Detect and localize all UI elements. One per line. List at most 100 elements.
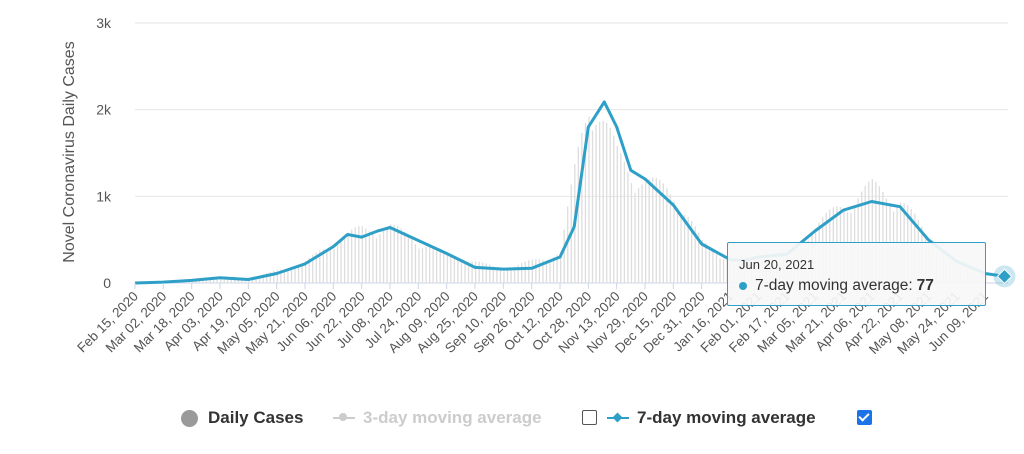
daily-case-bar: [652, 178, 653, 283]
daily-case-bar: [705, 243, 706, 283]
daily-case-bar: [461, 263, 462, 283]
daily-case-bar: [383, 230, 384, 283]
daily-case-bar: [337, 244, 338, 283]
daily-case-bar: [209, 280, 210, 283]
daily-case-bar: [457, 260, 458, 283]
daily-case-bar: [595, 125, 596, 283]
legend-item-7-day-average[interactable]: 7-day moving average: [607, 403, 816, 433]
tooltip: Jun 20, 2021 7-day moving average: 77: [727, 242, 986, 306]
y-tick-label: 0: [103, 275, 111, 291]
daily-case-bar: [525, 261, 526, 283]
daily-case-bar: [287, 270, 288, 283]
daily-case-bar: [539, 259, 540, 283]
daily-case-bar: [369, 231, 370, 283]
daily-case-bar: [617, 146, 618, 283]
daily-case-bar: [425, 247, 426, 283]
daily-case-bar: [418, 248, 419, 283]
daily-case-bar: [719, 258, 720, 283]
daily-case-bar: [422, 248, 423, 283]
daily-case-bar: [677, 213, 678, 283]
daily-case-bar: [432, 247, 433, 283]
daily-case-bar: [581, 133, 582, 283]
daily-case-bar: [404, 232, 405, 283]
daily-case-bar: [592, 131, 593, 283]
y-axis-ticks: 0 1k 2k 3k: [96, 15, 112, 291]
daily-case-bar: [330, 249, 331, 283]
daily-case-bar: [362, 226, 363, 283]
daily-case-bar: [440, 249, 441, 283]
daily-case-bar: [486, 263, 487, 283]
daily-case-bar: [408, 235, 409, 283]
daily-case-bar: [649, 179, 650, 283]
daily-case-bar: [631, 183, 632, 283]
daily-case-bar: [645, 182, 646, 283]
legend-label-3-day-average: 3-day moving average: [363, 408, 542, 428]
y-tick-label: 1k: [96, 188, 112, 204]
daily-case-bar: [326, 249, 327, 283]
daily-case-bar: [528, 260, 529, 283]
daily-case-bar: [578, 147, 579, 283]
daily-case-bar: [613, 136, 614, 283]
daily-case-bar: [429, 246, 430, 283]
daily-case-bar: [723, 259, 724, 283]
daily-case-bar: [702, 240, 703, 283]
daily-case-bar: [291, 269, 292, 283]
daily-case-bar: [503, 272, 504, 283]
daily-case-bar: [532, 260, 533, 283]
legend-item-3-day-average[interactable]: 3-day moving average: [333, 403, 542, 433]
daily-case-bar: [627, 172, 628, 283]
daily-case-bar: [638, 188, 639, 283]
legend: Daily Cases 3-day moving average 7-day m…: [0, 403, 1024, 433]
daily-case-bar: [358, 226, 359, 283]
daily-case-bar: [712, 250, 713, 283]
daily-case-bar: [475, 261, 476, 283]
daily-case-bar: [510, 269, 511, 283]
daily-case-bar: [443, 251, 444, 283]
daily-case-bar: [641, 185, 642, 283]
legend-item-daily-cases[interactable]: Daily Cases: [181, 403, 303, 433]
daily-case-bar: [709, 247, 710, 283]
daily-case-bar: [634, 193, 635, 283]
daily-case-bar: [394, 225, 395, 283]
daily-case-bar: [411, 240, 412, 283]
daily-case-bar: [610, 128, 611, 283]
daily-case-bar: [447, 253, 448, 283]
daily-case-bar: [479, 262, 480, 283]
daily-case-bar: [415, 244, 416, 283]
daily-case-bar: [340, 240, 341, 283]
daily-case-bar: [213, 280, 214, 283]
daily-case-bar: [216, 279, 217, 283]
daily-case-bar: [401, 228, 402, 283]
daily-case-bar: [684, 215, 685, 283]
daily-case-bar: [386, 227, 387, 283]
line-diamond-marker-icon: [607, 412, 629, 424]
daily-case-bar: [549, 260, 550, 283]
tooltip-row: 7-day moving average: 77: [739, 277, 934, 295]
daily-case-bar: [606, 123, 607, 283]
daily-case-bar: [500, 270, 501, 283]
y-tick-label: 3k: [96, 15, 112, 31]
checkbox-7-day-average[interactable]: [857, 410, 872, 425]
legend-label-daily-cases: Daily Cases: [208, 408, 303, 428]
daily-case-bar: [376, 238, 377, 283]
y-tick-label: 2k: [96, 102, 112, 118]
daily-case-bar: [220, 279, 221, 283]
legend-label-7-day-average: 7-day moving average: [637, 408, 816, 428]
daily-case-bar: [333, 249, 334, 283]
line-circle-marker-icon: [333, 412, 355, 424]
tooltip-value: 77: [917, 277, 934, 295]
daily-case-bar: [656, 178, 657, 283]
daily-case-bar: [673, 201, 674, 283]
daily-case-bar: [620, 153, 621, 283]
daily-case-bar: [351, 230, 352, 283]
checkbox-3-day-average[interactable]: [582, 410, 597, 425]
daily-case-bar: [507, 271, 508, 283]
hover-point-marker[interactable]: [993, 265, 1015, 287]
y-axis-label: Novel Coronavirus Daily Cases: [61, 41, 78, 262]
daily-case-bar: [347, 233, 348, 283]
daily-case-bar: [659, 180, 660, 283]
daily-case-bar: [564, 229, 565, 283]
daily-case-bar: [372, 235, 373, 283]
